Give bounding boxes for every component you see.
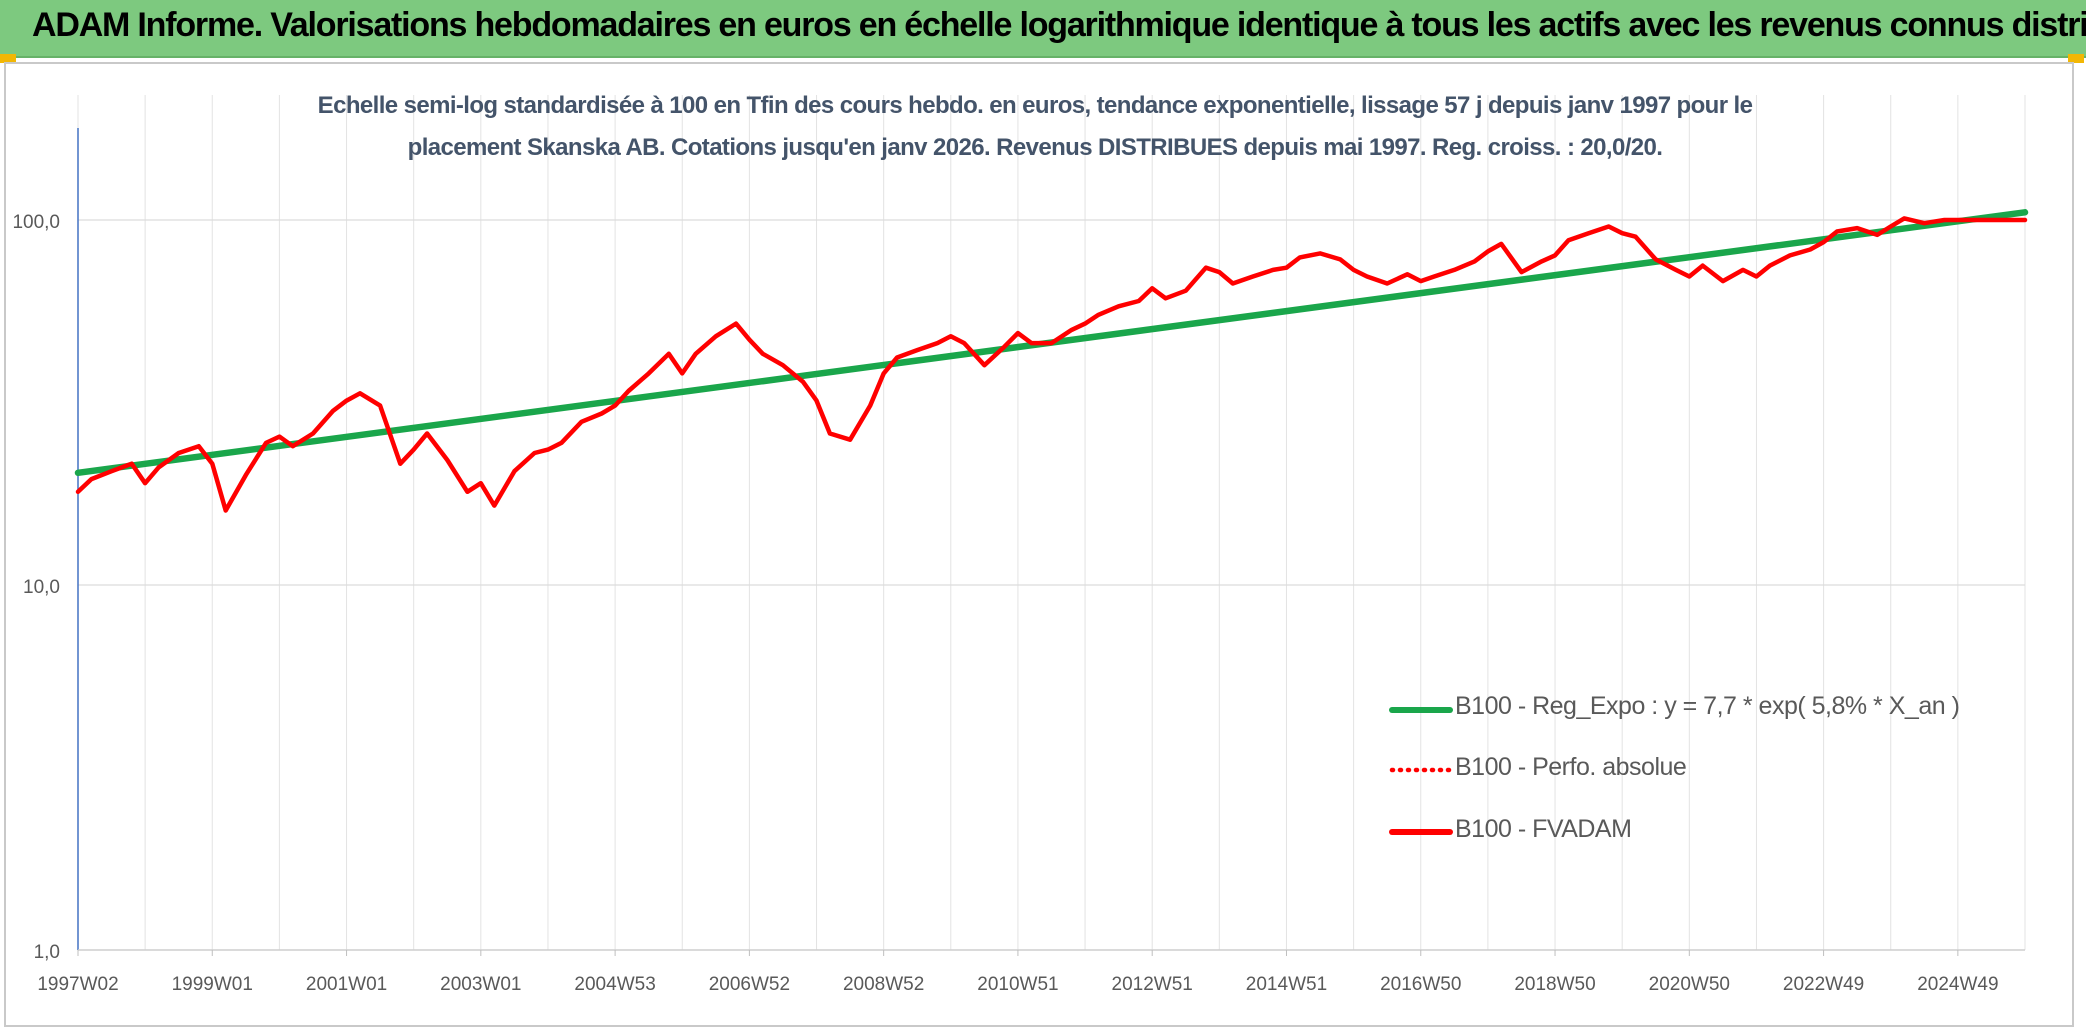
x-tick-label: 2001W01 [306, 974, 387, 995]
legend-label-perfo-absolue: B100 - Perfo. absolue [1455, 753, 1687, 781]
x-tick-label: 2004W53 [574, 974, 655, 995]
report-title: ADAM Informe. Valorisations hebdomadaire… [32, 6, 2086, 44]
grid-layer [77, 95, 2026, 951]
y-tick-label: 100,0 [12, 212, 60, 233]
series-layer [74, 209, 2029, 513]
x-tick-label: 2008W52 [843, 974, 924, 995]
series-line-2 [75, 216, 2028, 513]
x-tick-label: 2010W51 [977, 974, 1058, 995]
chart-title-line-1: Echelle semi-log standardisée à 100 en T… [317, 92, 1753, 119]
legend-label-fvadam: B100 - FVADAM [1455, 815, 1632, 843]
legend-layer [1389, 707, 1453, 835]
x-tick-label: 2014W51 [1246, 974, 1327, 995]
report-banner: ADAM Informe. Valorisations hebdomadaire… [0, 0, 2086, 58]
x-tick-label: 2020W50 [1649, 974, 1730, 995]
x-tick-label: 2018W50 [1514, 974, 1595, 995]
axis-layer [77, 128, 2025, 956]
x-tick-label: 2003W01 [440, 974, 521, 995]
x-tick-label: 2012W51 [1112, 974, 1193, 995]
tick-label-layer: 1,0 10,0 100,0 1997W02 1999W01 2001W01 2003W01… [12, 212, 1998, 995]
x-tick-label: 2022W49 [1783, 974, 1864, 995]
x-tick-label: 1997W02 [37, 974, 118, 995]
y-tick-label: 10,0 [23, 577, 60, 598]
x-tick-label: 2016W50 [1380, 974, 1461, 995]
chart-frame [4, 62, 2074, 1027]
x-tick-label: 2024W49 [1917, 974, 1998, 995]
x-tick-label: 1999W01 [172, 974, 253, 995]
x-tick-label: 2006W52 [709, 974, 790, 995]
chart-title-line-2: placement Skanska AB. Cotations jusqu'en… [407, 134, 1663, 161]
corner-marker-right [2068, 54, 2084, 63]
corner-marker-left [0, 54, 16, 63]
legend-label-regression: B100 - Reg_Expo : y = 7,7 * exp( 5,8% * … [1455, 692, 1960, 720]
y-tick-label: 1,0 [34, 942, 60, 963]
